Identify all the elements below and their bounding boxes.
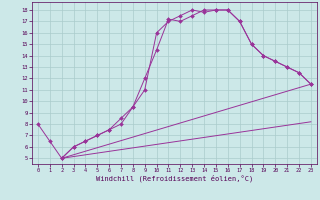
X-axis label: Windchill (Refroidissement éolien,°C): Windchill (Refroidissement éolien,°C) bbox=[96, 175, 253, 182]
